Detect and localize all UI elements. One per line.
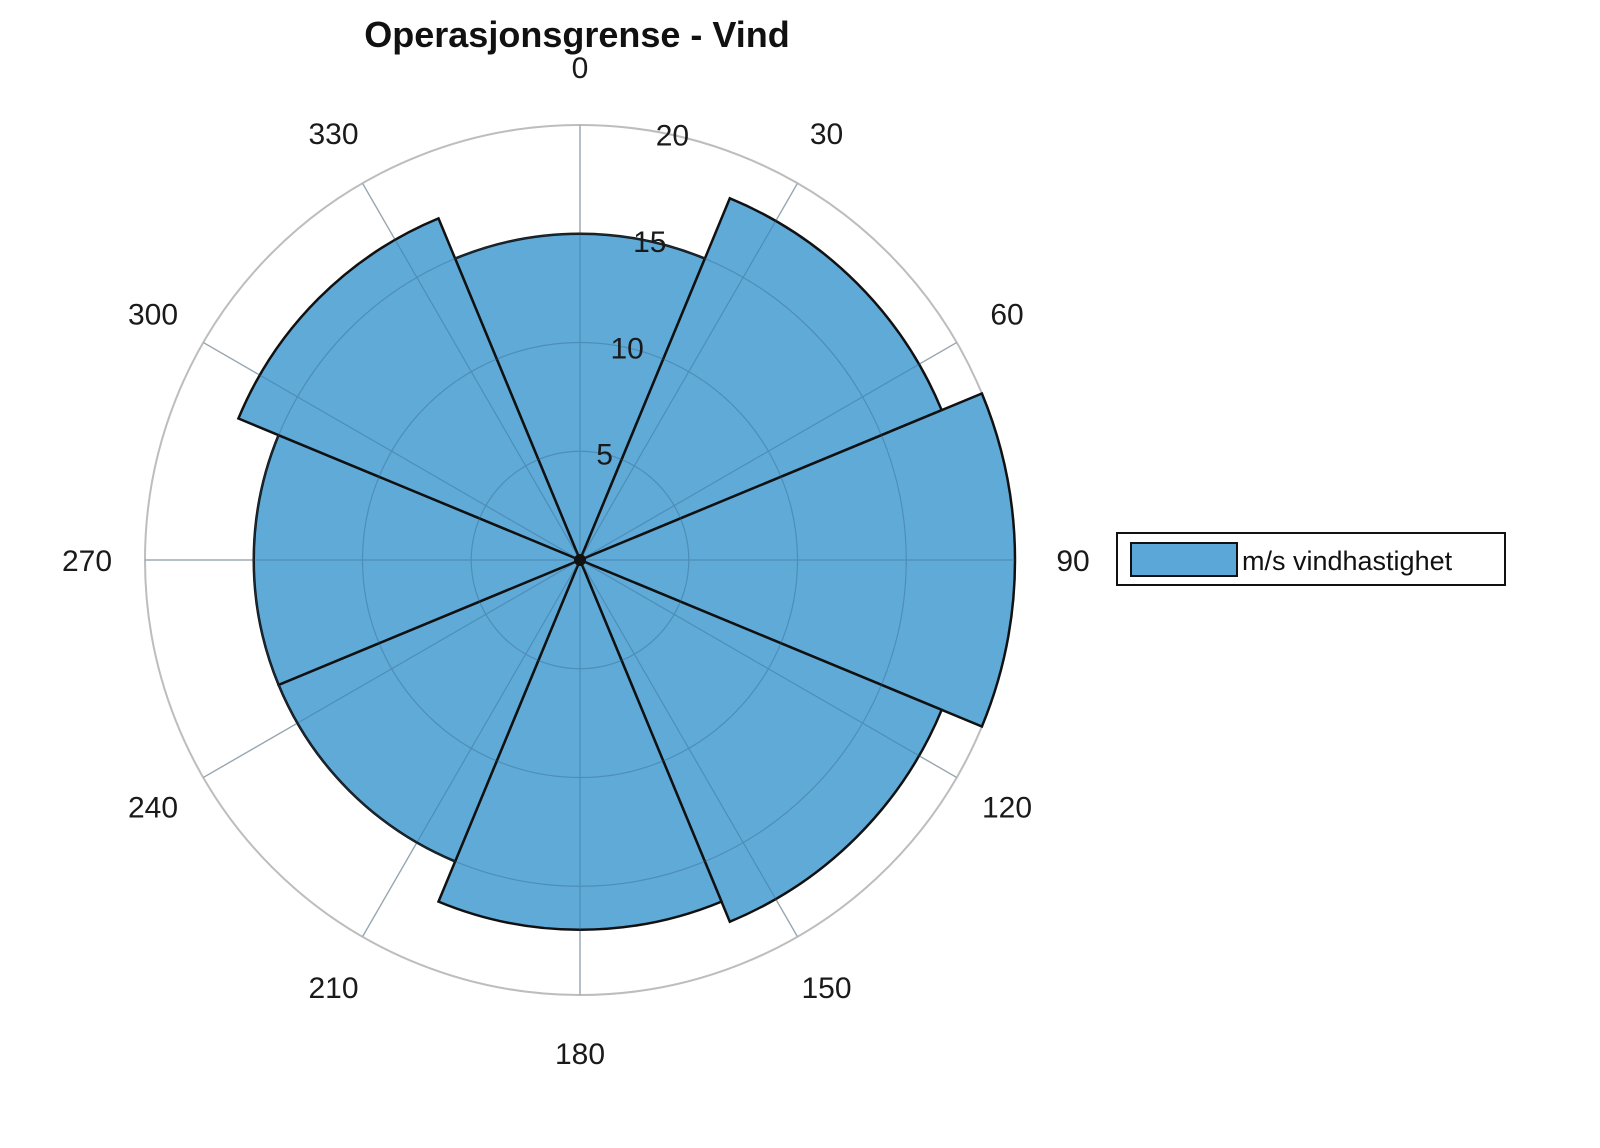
- angular-grid-spoke-overlay: [579, 559, 799, 938]
- chart-title: Operasjonsgrense - Vind: [364, 14, 789, 55]
- angular-tick-label: 30: [810, 118, 843, 151]
- angular-grid-spoke-overlay: [202, 559, 581, 779]
- angular-tick-label: 90: [1056, 545, 1089, 578]
- polar-bar-135: [577, 557, 944, 924]
- radial-tick-label: 20: [656, 120, 689, 153]
- angular-grid-spoke-overlay: [579, 559, 958, 779]
- radial-tick-label: 15: [633, 226, 666, 259]
- angular-tick-label: 240: [128, 792, 178, 825]
- angular-tick-label: 60: [990, 299, 1023, 332]
- radial-grid-circle-overlay: [470, 450, 690, 670]
- polar-bar-90: [576, 391, 1017, 729]
- radial-grid-circle-overlay: [361, 341, 799, 779]
- polar-bar-315: [236, 216, 583, 563]
- polar-bar-45: [577, 196, 944, 563]
- angular-tick-label: 330: [308, 118, 358, 151]
- legend: m/s vindhastighet: [1116, 532, 1506, 586]
- angular-grid-spoke-overlay: [361, 182, 581, 561]
- radial-tick-label: 5: [596, 439, 613, 472]
- angular-tick-label: 210: [308, 972, 358, 1005]
- radial-tick-labels: 5 10 15 20: [596, 120, 689, 472]
- angular-tick-label: 150: [801, 972, 851, 1005]
- angular-grid-spoke-overlay: [202, 341, 581, 561]
- radial-tick-label: 10: [611, 332, 644, 365]
- angular-tick-label: 0: [572, 52, 589, 85]
- polar-bar-0: [453, 232, 707, 564]
- angular-grid-spoke-overlay: [361, 559, 581, 938]
- polar-bar-270: [252, 433, 584, 687]
- legend-label: m/s vindhastighet: [1242, 546, 1453, 576]
- polar-bars: [145, 125, 1017, 995]
- polar-bar-180: [436, 556, 724, 931]
- angular-tick-label: 120: [982, 792, 1032, 825]
- legend-swatch: [1130, 542, 1238, 577]
- angular-tick-label: 180: [555, 1038, 605, 1071]
- angular-grid-spoke-overlay: [579, 182, 799, 561]
- polar-bar-225: [276, 557, 583, 864]
- angular-grid-spoke-overlay: [579, 341, 958, 561]
- angular-tick-label: 270: [62, 545, 112, 578]
- polar-grid-overlay: [145, 125, 1015, 995]
- polar-center: [574, 554, 586, 566]
- angular-tick-label: 300: [128, 299, 178, 332]
- angular-tick-labels: 0 30 60 90 120 150 180 210 240 270 300 330: [62, 52, 1090, 1071]
- radial-grid-circle-overlay: [253, 233, 907, 887]
